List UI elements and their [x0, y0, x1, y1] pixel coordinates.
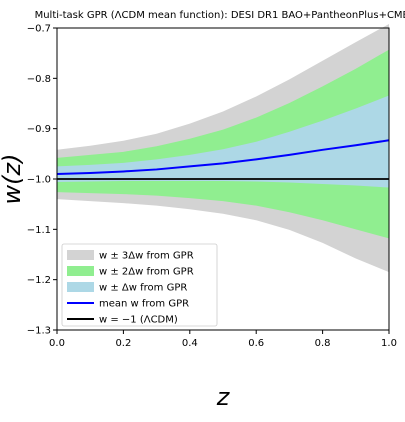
legend-item-1sigma-swatch: [67, 282, 94, 292]
x-axis-ticks: 0.0 0.2 0.4 0.6 0.8 1.0: [49, 330, 397, 349]
legend-item-lcdm-label: w = −1 (ΛCDM): [99, 315, 178, 326]
y-tick-label: −1.1: [27, 225, 51, 236]
x-tick-label: 0.2: [115, 338, 131, 349]
legend-item-3sigma-swatch: [67, 250, 94, 260]
y-axis-ticks: −0.7 −0.8 −0.9 −1.0 −1.1 −1.2 −1.3: [27, 24, 57, 337]
band-2sigma: [57, 49, 389, 239]
chart-title: Multi-task GPR (ΛCDM mean function): DES…: [35, 10, 405, 21]
legend-item-1sigma-label: w ± Δw from GPR: [99, 283, 187, 294]
legend-item-2sigma-label: w ± 2Δw from GPR: [99, 267, 194, 278]
x-tick-label: 0.0: [49, 338, 65, 349]
y-tick-label: −1.2: [27, 275, 51, 286]
y-tick-label: −0.9: [27, 124, 51, 135]
x-tick-label: 0.8: [315, 338, 331, 349]
band-1sigma: [57, 95, 389, 188]
y-axis-label: w(z): [0, 154, 26, 205]
y-tick-label: −0.8: [27, 74, 51, 85]
series-lines: [56, 139, 390, 180]
confidence-bands: [57, 23, 389, 273]
legend-item-3sigma-label: w ± 3Δw from GPR: [99, 251, 194, 262]
line-mean-w: [56, 139, 390, 175]
legend: w ± 3Δw from GPR w ± 2Δw from GPR w ± Δw f…: [61, 243, 218, 327]
y-tick-label: −1.3: [27, 326, 51, 337]
legend-box: [61, 243, 218, 327]
y-tick-label: −1.0: [27, 175, 51, 186]
legend-item-2sigma-swatch: [67, 266, 94, 276]
y-tick-label: −0.7: [27, 24, 51, 35]
x-tick-label: 1.0: [381, 338, 397, 349]
x-tick-label: 0.6: [248, 338, 264, 349]
x-tick-label: 0.4: [182, 338, 198, 349]
legend-item-mean-label: mean w from GPR: [99, 299, 189, 310]
x-axis-label: z: [216, 383, 231, 411]
